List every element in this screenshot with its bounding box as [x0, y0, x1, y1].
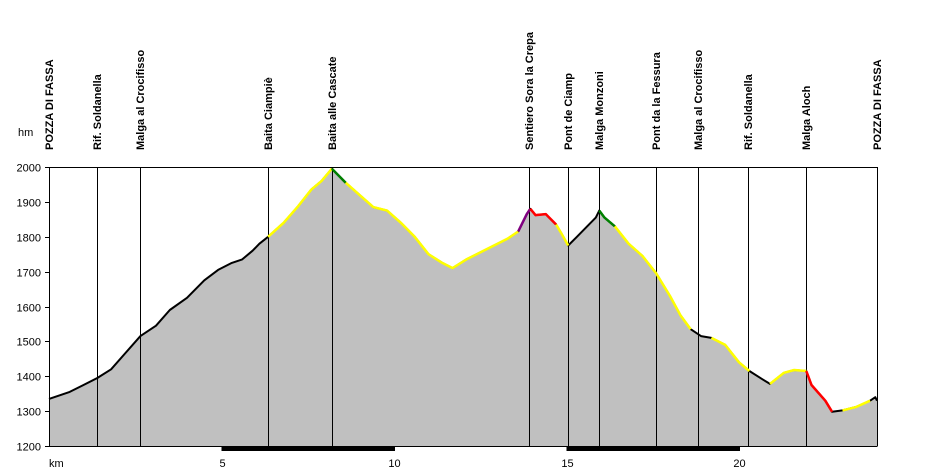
- waypoint-label-layer: POZZA DI FASSA Rif. Soldanella Malga al Cr…: [44, 31, 884, 150]
- axes-layer: hm km 1200 1300 1400 1500 1600 1700 1800 1900 20…: [17, 127, 878, 470]
- y-tick-label: 1500: [17, 337, 41, 349]
- waypoint-label: POZZA DI FASSA: [872, 59, 884, 150]
- waypoint-label: Pont da la Fessura: [651, 51, 663, 150]
- waypoint-label: Malga al Crocifisso: [693, 49, 705, 150]
- colored-segment: [331, 167, 347, 184]
- x-tick-label: 20: [733, 458, 745, 470]
- x-axis-bar-segment: [221, 447, 394, 451]
- waypoint-label: Malga Monzoni: [594, 71, 606, 150]
- waypoint-label: Pont de Ciamp: [563, 73, 575, 150]
- x-tick-label: 10: [388, 458, 400, 470]
- x-axis-bar-segment: [566, 447, 739, 451]
- area-layer: [49, 168, 877, 446]
- y-axis-label: hm: [18, 127, 33, 139]
- colored-segment: [842, 399, 871, 412]
- colored-segment: [598, 209, 616, 228]
- y-tick-label: 1300: [17, 407, 41, 419]
- colored-segment: [555, 223, 570, 247]
- waypoint-label: Baita Ciampiè: [263, 77, 275, 150]
- colored-segment: [710, 336, 751, 372]
- profile-area: [49, 168, 877, 446]
- colored-segment: [267, 167, 333, 238]
- waypoint-label: Rif. Soldanella: [92, 73, 104, 150]
- y-tick-label: 1600: [17, 303, 41, 315]
- colored-segment: [529, 208, 557, 226]
- y-tick-label: 1200: [17, 442, 41, 454]
- colored-segment: [344, 181, 519, 270]
- waypoint-label: Baita alle Cascate: [327, 56, 339, 150]
- waypoint-label: Malga Aloch: [801, 85, 813, 150]
- x-tick-label: 15: [561, 458, 573, 470]
- x-axis-label: km: [49, 458, 64, 470]
- y-tick-label: 2000: [17, 163, 41, 175]
- waypoint-label: POZZA DI FASSA: [44, 59, 56, 150]
- profile-line-layer: [48, 167, 878, 413]
- waypoint-label: Rif. Soldanella: [743, 73, 755, 150]
- colored-segment: [517, 208, 532, 233]
- x-tick-label: 5: [219, 458, 225, 470]
- colored-segment: [613, 225, 692, 330]
- y-tick-label: 1700: [17, 268, 41, 280]
- y-tick-label: 1900: [17, 198, 41, 210]
- waypoint-label: Sentiero Sora la Crepa: [524, 31, 536, 150]
- colored-segment: [769, 368, 807, 385]
- y-tick-label: 1400: [17, 372, 41, 384]
- colored-segment: [805, 370, 834, 413]
- y-tick-label: 1800: [17, 233, 41, 245]
- waypoint-label: Malga al Crocifisso: [135, 49, 147, 150]
